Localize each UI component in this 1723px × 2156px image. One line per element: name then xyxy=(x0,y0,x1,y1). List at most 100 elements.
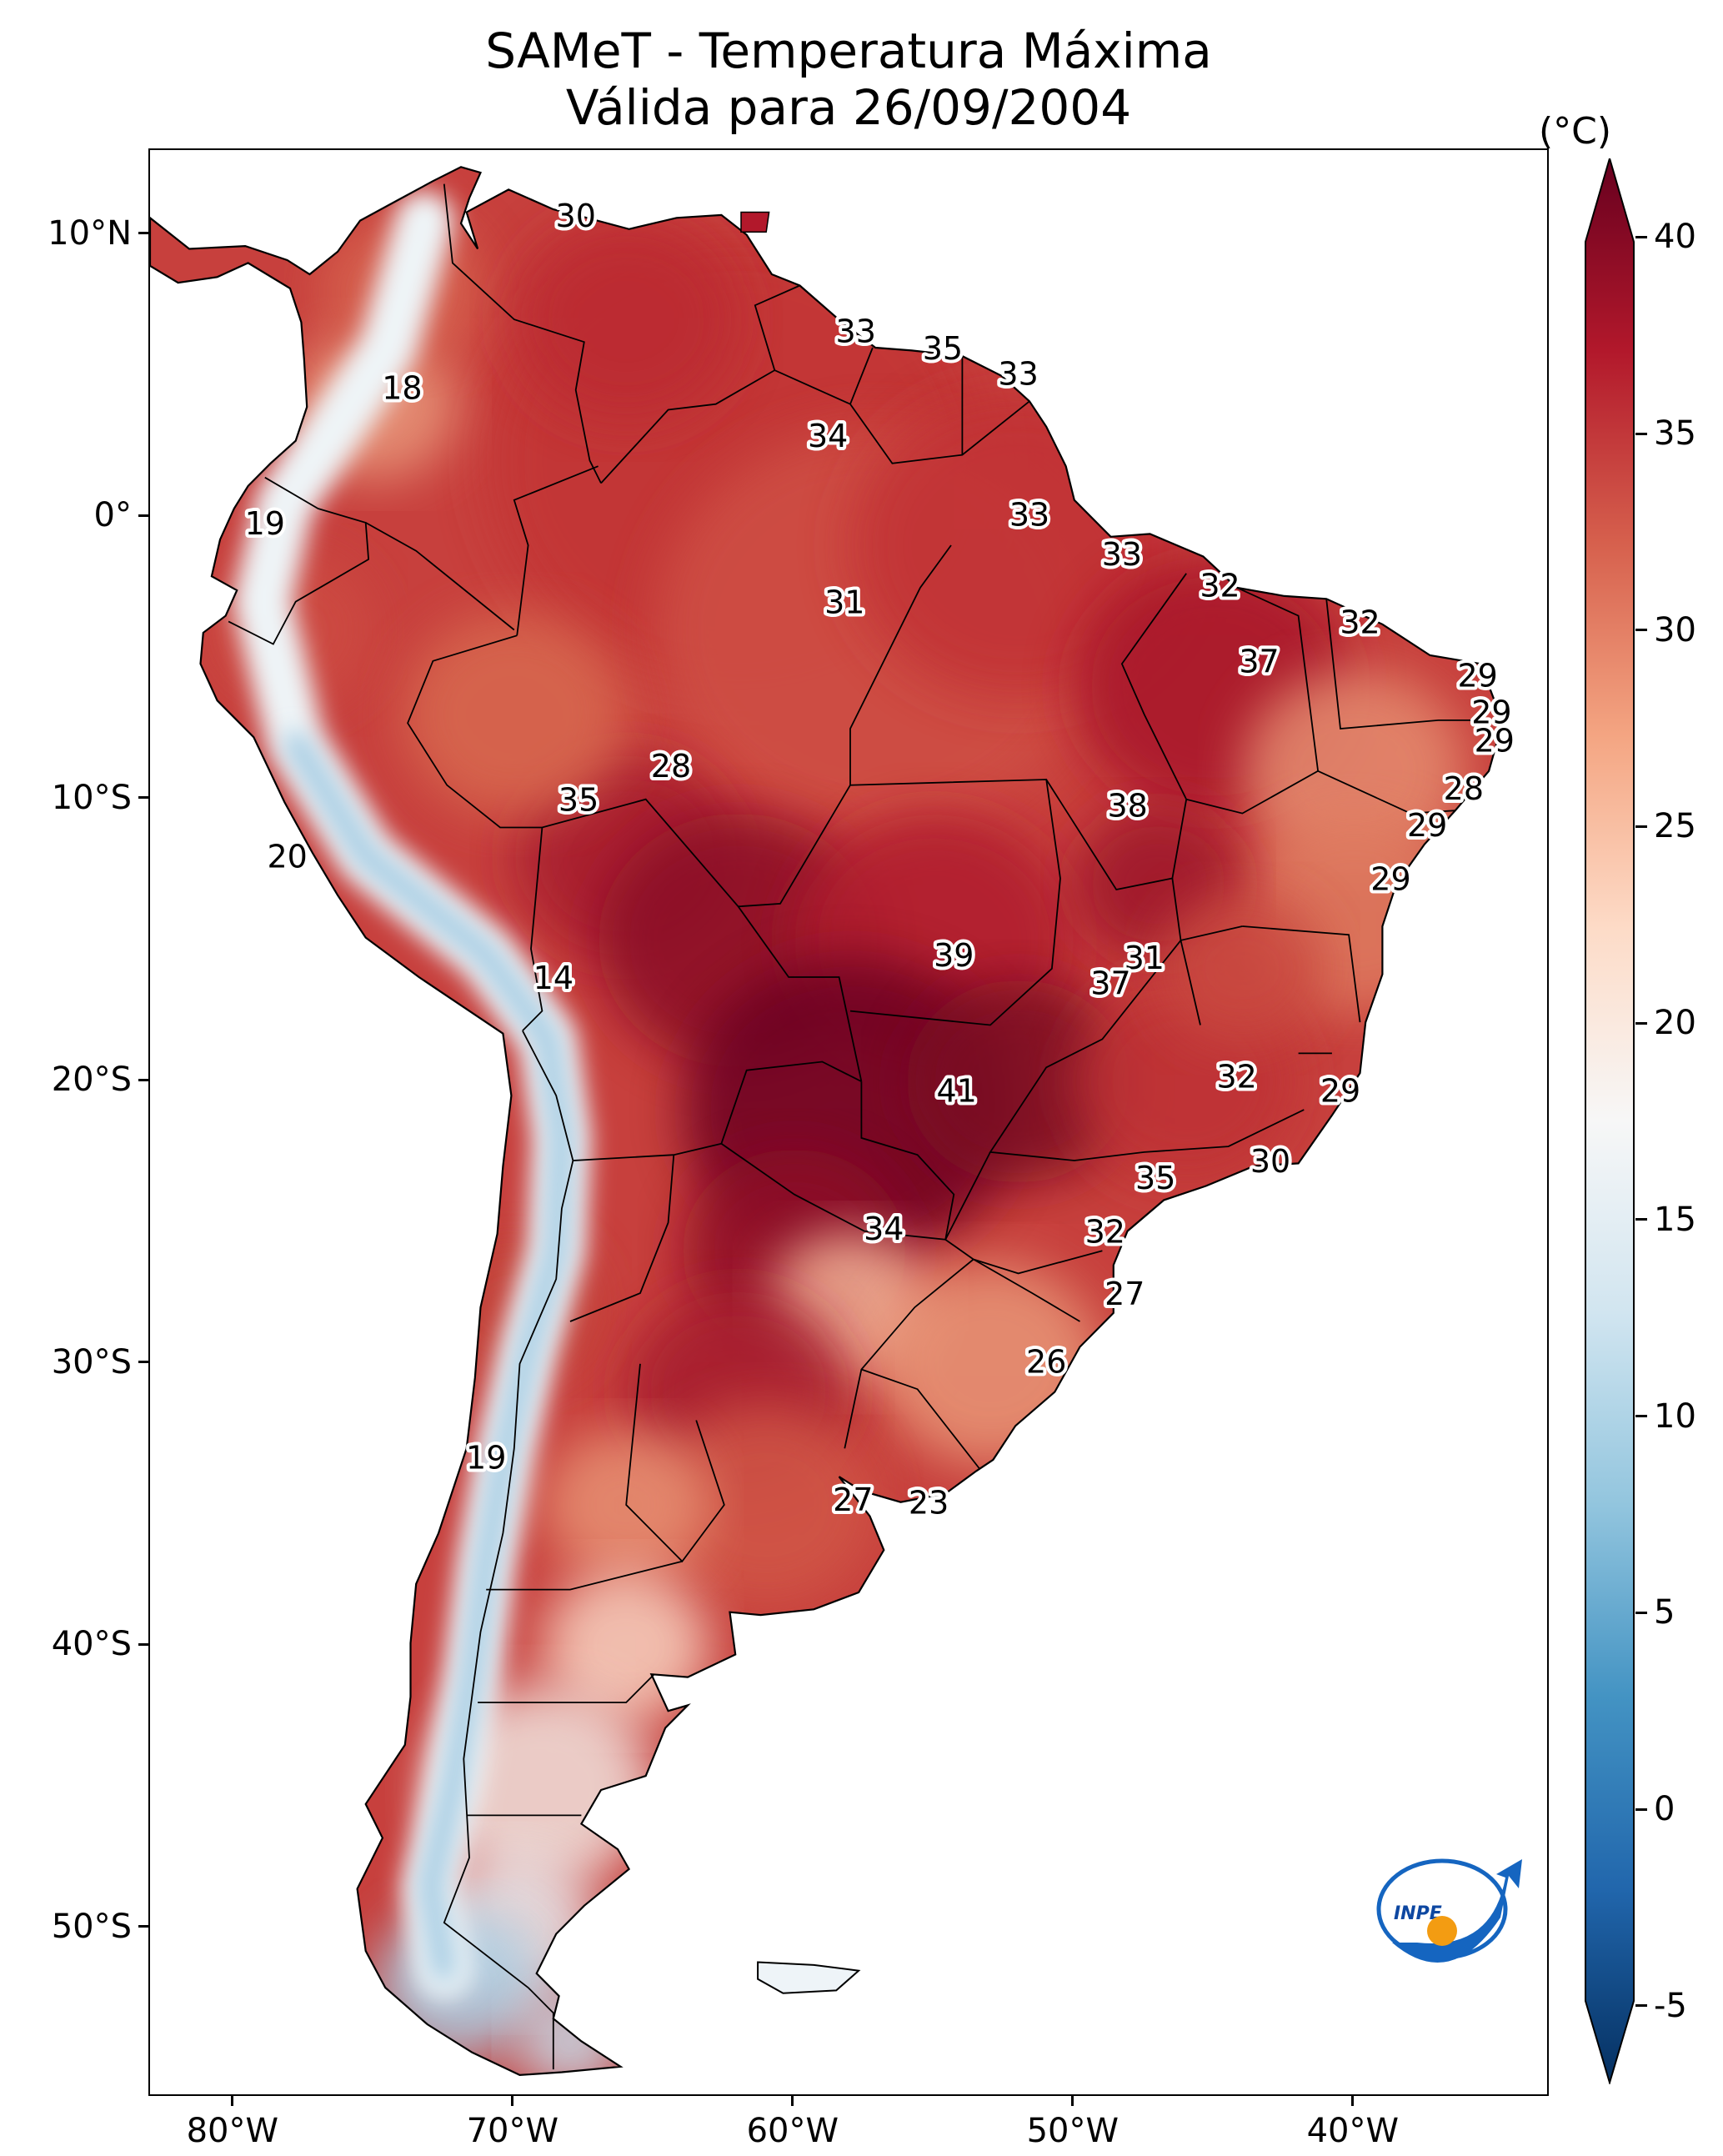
station-temp-label: 35 xyxy=(923,330,963,367)
station-temp-label: 19 xyxy=(245,505,285,542)
station-temp-label: 20 xyxy=(267,838,307,875)
station-temp-label: 37 xyxy=(1090,965,1130,1002)
station-temp-label: 26 xyxy=(1026,1343,1066,1380)
border-line xyxy=(1120,573,1188,879)
inpe-logo-dot xyxy=(1427,1916,1457,1946)
station-temp-label: 29 xyxy=(1475,722,1515,759)
border-line xyxy=(1242,925,1361,1023)
inpe-logo: INPE xyxy=(1376,1858,1522,1963)
border-line xyxy=(774,369,1030,464)
station-temp-label: 27 xyxy=(833,1482,873,1518)
border-line xyxy=(720,1081,955,1241)
border-line xyxy=(738,779,1061,1026)
colorbar-tick-label: 15 xyxy=(1654,1200,1696,1239)
temperature-blob xyxy=(1158,892,1327,1045)
station-temp-label: 32 xyxy=(1085,1214,1125,1251)
border-line xyxy=(522,827,543,1031)
lat-tick-label: 0° xyxy=(93,496,132,535)
border-line xyxy=(478,1673,655,1703)
lat-tick-label: 10°N xyxy=(48,213,132,253)
lat-tick-mark xyxy=(138,796,148,800)
station-temp-label: 29 xyxy=(1457,658,1497,694)
colorbar-tick-label: 25 xyxy=(1654,807,1696,846)
lon-tick-mark xyxy=(1351,2096,1355,2106)
colorbar-tick-label: 0 xyxy=(1654,1790,1675,1828)
station-temp-label: 28 xyxy=(1444,770,1484,807)
colorbar-unit: (°C) xyxy=(1539,110,1612,153)
station-temp-label: 27 xyxy=(1104,1276,1144,1312)
lat-tick-mark xyxy=(138,1361,148,1364)
trinidad-island xyxy=(740,211,770,233)
station-temp-label: 41 xyxy=(937,1072,977,1109)
coastline xyxy=(150,166,1501,2077)
border-line xyxy=(443,1160,574,2070)
map-frame: 30 33 35 33 18 34 19 33 33 31 32 32 37 29 29 29 28 28 35 38… xyxy=(148,148,1549,2096)
border-line xyxy=(522,1030,862,1161)
border-line xyxy=(513,465,599,636)
border-line xyxy=(569,1155,675,1322)
colorbar-tick-label: 5 xyxy=(1654,1593,1675,1632)
colorbar-tick-mark xyxy=(1635,1808,1647,1811)
station-temp-label: 38 xyxy=(1107,787,1147,824)
lon-tick-label: 70°W xyxy=(466,2112,559,2150)
station-temp-label: 18 xyxy=(382,369,422,406)
lon-tick-label: 50°W xyxy=(1026,2112,1119,2150)
station-temp-label: 33 xyxy=(1009,497,1049,534)
lat-tick-mark xyxy=(138,232,148,235)
border-line xyxy=(844,1258,974,1449)
colorbar-tick-label: 40 xyxy=(1654,218,1696,257)
station-temp-label: 29 xyxy=(1320,1072,1360,1109)
lat-tick-label: 10°S xyxy=(51,778,132,817)
lat-tick-label: 40°S xyxy=(51,1625,132,1664)
station-temp-label: 29 xyxy=(1407,807,1447,844)
colorbar-tick-label: 30 xyxy=(1654,610,1696,649)
station-temp-label: 33 xyxy=(1102,536,1142,573)
colorbar-tick-mark xyxy=(1635,1021,1647,1025)
andes-cold-band xyxy=(233,191,591,2000)
station-temp-label: 29 xyxy=(1471,694,1511,731)
station-temp-label: 39 xyxy=(934,937,974,974)
station-temp-label: 32 xyxy=(1340,604,1380,640)
border-line xyxy=(365,522,515,631)
temperature-blob xyxy=(513,1990,627,2075)
station-temp-label: 34 xyxy=(808,418,848,454)
station-temp-label: 37 xyxy=(1239,644,1279,680)
station-temp-label: 14 xyxy=(533,960,573,996)
station-temp-label: 34 xyxy=(864,1211,904,1247)
inpe-logo-swoosh xyxy=(1392,1859,1522,1963)
colorbar-tick-mark xyxy=(1635,1415,1647,1418)
station-temp-label: 33 xyxy=(998,355,1038,392)
lon-tick-mark xyxy=(1071,2096,1074,2106)
station-temp-label: 19 xyxy=(466,1439,506,1476)
lon-tick-label: 80°W xyxy=(186,2112,279,2150)
station-temp-label: 23 xyxy=(909,1485,949,1522)
station-temp-label: 30 xyxy=(1250,1143,1290,1180)
colorbar-tick-mark xyxy=(1635,235,1647,238)
colorbar-tick-mark xyxy=(1635,432,1647,435)
border-line xyxy=(1317,770,1455,815)
lat-tick-label: 20°S xyxy=(51,1060,132,1100)
border-line xyxy=(228,476,370,645)
lat-tick-mark xyxy=(138,514,148,517)
temperature-blob xyxy=(878,1261,1103,1466)
lat-tick-label: 30°S xyxy=(51,1342,132,1381)
border-line xyxy=(600,284,800,484)
lon-tick-mark xyxy=(231,2096,234,2106)
temperature-blob xyxy=(654,1403,879,1607)
colorbar-tick-label: -5 xyxy=(1654,1986,1687,2025)
station-temp-label: 35 xyxy=(1135,1160,1175,1196)
lat-tick-label: 50°S xyxy=(51,1907,132,1946)
falkland-islands xyxy=(757,1961,861,1994)
lat-tick-mark xyxy=(138,1925,148,1928)
border-line xyxy=(486,1560,683,1591)
colorbar-tick-mark xyxy=(1635,1611,1647,1614)
map-title-line-1: SAMeT - Temperatura Máxima xyxy=(485,23,1212,79)
station-temp-label: 30 xyxy=(556,198,596,234)
station-temp-label: 32 xyxy=(1217,1058,1257,1095)
station-temp-label: 29 xyxy=(1370,860,1410,897)
station-temp-label: 28 xyxy=(651,748,691,785)
lon-tick-mark xyxy=(791,2096,794,2106)
station-temp-label: 31 xyxy=(824,584,864,621)
border-line xyxy=(849,347,874,405)
